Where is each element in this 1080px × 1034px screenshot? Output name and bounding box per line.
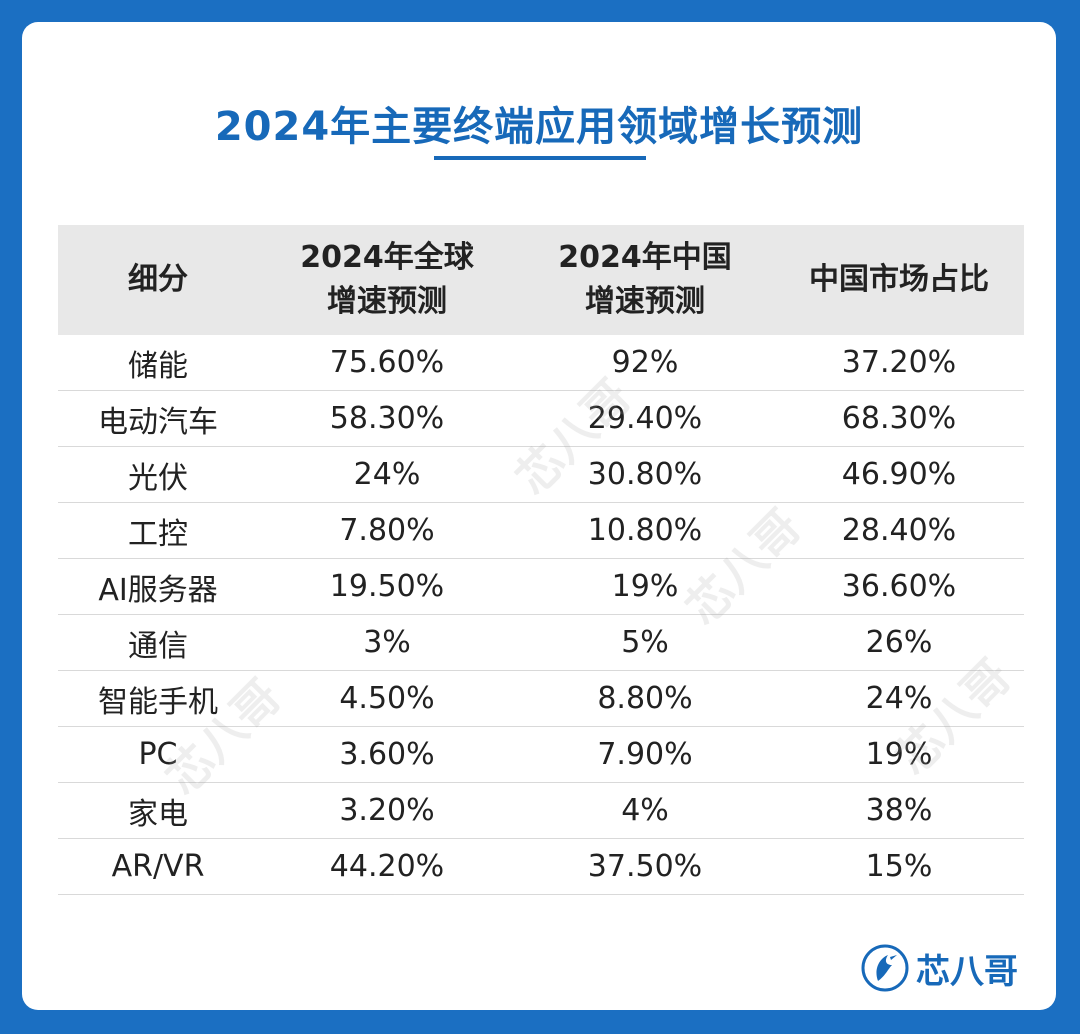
brand-name: 芯八哥 [916, 951, 1018, 992]
segment-cell: AI服务器 [58, 558, 258, 615]
value-cell: 24% [774, 670, 1024, 727]
value-cell: 28.40% [774, 502, 1024, 559]
value-cell: 26% [774, 614, 1024, 671]
segment-cell: 家电 [58, 782, 258, 839]
value-cell: 37.50% [516, 838, 774, 895]
column-header-text: 2024年中国 [558, 240, 732, 275]
table-body: 储能 75.60% 92% 37.20% 电动汽车 58.30% 29.40% 68.30% 光… [58, 335, 1024, 895]
table-row: PC 3.60% 7.90% 19% [58, 726, 1024, 783]
column-header-text: 增速预测 [327, 284, 447, 319]
value-cell: 68.30% [774, 390, 1024, 447]
value-cell: 92% [516, 335, 774, 391]
table-row: 电动汽车 58.30% 29.40% 68.30% [58, 390, 1024, 447]
value-cell: 38% [774, 782, 1024, 839]
segment-cell: PC [58, 726, 258, 783]
value-cell: 8.80% [516, 670, 774, 727]
value-cell: 3.60% [258, 726, 516, 783]
value-cell: 15% [774, 838, 1024, 895]
header-row: 细分 2024年全球 增速预测 2024年中国 增速预测 中国市场占比 [58, 225, 1024, 335]
table-row: 光伏 24% 30.80% 46.90% [58, 446, 1024, 503]
table-row: 储能 75.60% 92% 37.20% [58, 335, 1024, 391]
title-underline [434, 156, 646, 160]
value-cell: 37.20% [774, 335, 1024, 391]
value-cell: 36.60% [774, 558, 1024, 615]
value-cell: 75.60% [258, 335, 516, 391]
value-cell: 19% [516, 558, 774, 615]
value-cell: 4.50% [258, 670, 516, 727]
column-header-text: 细分 [128, 262, 188, 297]
segment-cell: 光伏 [58, 446, 258, 503]
value-cell: 19% [774, 726, 1024, 783]
value-cell: 5% [516, 614, 774, 671]
table-row: 工控 7.80% 10.80% 28.40% [58, 502, 1024, 559]
column-header-text: 2024年全球 [300, 240, 474, 275]
value-cell: 46.90% [774, 446, 1024, 503]
table-row: 通信 3% 5% 26% [58, 614, 1024, 671]
content-card: 2024年主要终端应用领域增长预测 细分 2024年全球 增速预测 2024年中国 增速… [22, 22, 1056, 1010]
column-header-text: 中国市场占比 [809, 262, 989, 297]
column-header-text: 增速预测 [585, 284, 705, 319]
segment-cell: 通信 [58, 614, 258, 671]
value-cell: 44.20% [258, 838, 516, 895]
segment-cell: 储能 [58, 335, 258, 391]
column-header-0: 细分 [58, 225, 258, 335]
table-row: AR/VR 44.20% 37.50% 15% [58, 838, 1024, 895]
column-header-3: 中国市场占比 [774, 225, 1024, 335]
column-header-2: 2024年中国 增速预测 [516, 225, 774, 335]
segment-cell: 工控 [58, 502, 258, 559]
value-cell: 29.40% [516, 390, 774, 447]
value-cell: 7.90% [516, 726, 774, 783]
value-cell: 4% [516, 782, 774, 839]
growth-forecast-table: 细分 2024年全球 增速预测 2024年中国 增速预测 中国市场占比 储能 75.60% 9… [58, 225, 1024, 895]
value-cell: 3.20% [258, 782, 516, 839]
value-cell: 3% [258, 614, 516, 671]
value-cell: 58.30% [258, 390, 516, 447]
table-row: AI服务器 19.50% 19% 36.60% [58, 558, 1024, 615]
bird-icon [861, 944, 909, 992]
table-container: 细分 2024年全球 增速预测 2024年中国 增速预测 中国市场占比 储能 75.60% 9… [58, 225, 1024, 895]
page-title: 2024年主要终端应用领域增长预测 [214, 104, 864, 150]
value-cell: 30.80% [516, 446, 774, 503]
value-cell: 7.80% [258, 502, 516, 559]
segment-cell: 智能手机 [58, 670, 258, 727]
brand-logo: 芯八哥 [860, 938, 1018, 998]
segment-cell: AR/VR [58, 838, 258, 895]
segment-cell: 电动汽车 [58, 390, 258, 447]
table-row: 家电 3.20% 4% 38% [58, 782, 1024, 839]
column-header-1: 2024年全球 增速预测 [258, 225, 516, 335]
value-cell: 24% [258, 446, 516, 503]
value-cell: 19.50% [258, 558, 516, 615]
table-row: 智能手机 4.50% 8.80% 24% [58, 670, 1024, 727]
table-header: 细分 2024年全球 增速预测 2024年中国 增速预测 中国市场占比 [58, 225, 1024, 335]
value-cell: 10.80% [516, 502, 774, 559]
